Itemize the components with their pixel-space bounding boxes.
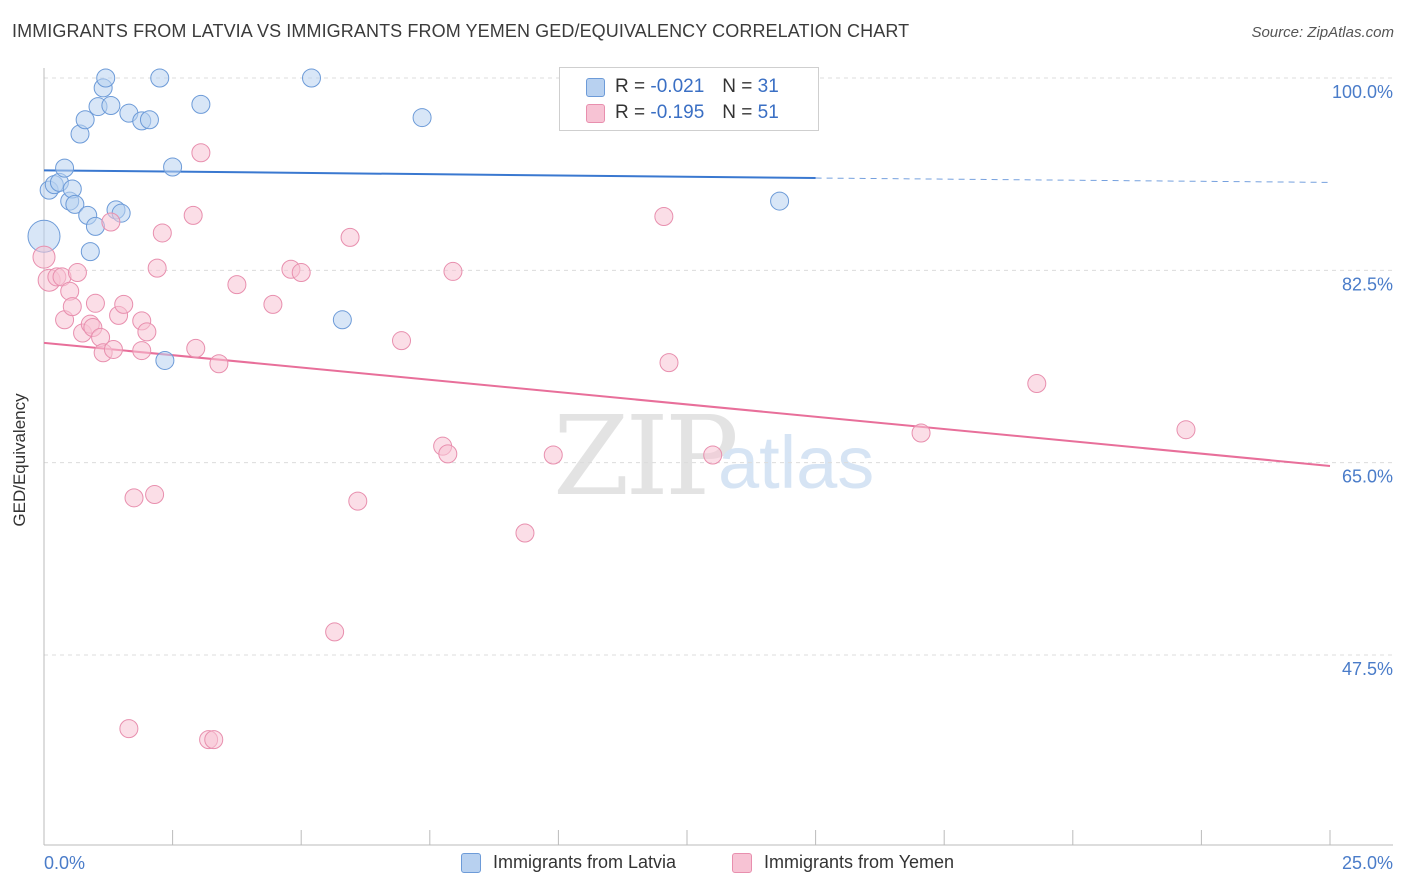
yemen-point	[291, 263, 311, 283]
latvia-point	[332, 310, 352, 330]
bottom-yemen-swatch	[732, 852, 752, 873]
bottom-latvia-label: Immigrants from Latvia	[493, 852, 677, 872]
latvia-point	[770, 191, 790, 211]
yemen-point	[227, 275, 247, 295]
yemen-point	[137, 322, 157, 342]
yemen-point	[1176, 420, 1196, 440]
latvia-r-label: R =	[615, 76, 646, 97]
latvia-r-value: -0.021	[650, 76, 705, 97]
latvia-point	[65, 194, 85, 214]
yemen-point	[183, 205, 203, 225]
latvia-point	[96, 68, 116, 88]
yemen-point	[119, 719, 139, 739]
yemen-point	[443, 261, 463, 281]
yemen-point	[392, 331, 412, 351]
yemen-point	[124, 488, 144, 508]
legend-row-latvia: R = -0.021 N = 31	[586, 75, 779, 99]
yemen-point	[103, 339, 123, 359]
yemen-swatch	[586, 103, 605, 123]
yemen-point	[659, 353, 679, 373]
y-tick-label: 65.0%	[1342, 467, 1393, 487]
legend-row-yemen: R = -0.195 N = 51	[586, 101, 779, 125]
yemen-point	[32, 245, 56, 269]
source-label: Source: ZipAtlas.com	[1251, 24, 1394, 41]
latvia-point	[155, 350, 175, 370]
latvia-point	[101, 95, 121, 115]
yemen-point	[703, 445, 723, 465]
latvia-n-value: 31	[757, 76, 779, 97]
yemen-point	[263, 294, 283, 314]
yemen-point	[62, 297, 82, 317]
yemen-point	[340, 227, 360, 247]
yemen-point	[438, 444, 458, 464]
data-points	[27, 68, 1196, 750]
gridlines	[44, 77, 1393, 656]
latvia-n-label: N =	[722, 76, 753, 97]
yemen-point	[152, 223, 172, 243]
yemen-point	[325, 622, 345, 642]
yemen-point	[132, 341, 152, 361]
x-tick-label-min: 0.0%	[44, 853, 85, 873]
yemen-point	[911, 423, 931, 443]
latvia-point	[55, 158, 75, 178]
yemen-point	[147, 258, 167, 278]
latvia-trend-extension	[815, 177, 1331, 183]
x-tick-label-max: 25.0%	[1342, 853, 1393, 873]
yemen-point	[654, 206, 674, 226]
tick-labels: 100.0% 82.5% 65.0% 47.5% 0.0% 25.0%	[44, 82, 1393, 873]
yemen-point	[101, 212, 121, 232]
y-tick-label: 100.0%	[1332, 82, 1393, 102]
latvia-point	[150, 68, 170, 88]
y-tick-label: 82.5%	[1342, 274, 1393, 294]
latvia-point	[75, 110, 95, 130]
yemen-n-label: N =	[722, 102, 753, 123]
yemen-r-value: -0.195	[650, 102, 705, 123]
bottom-yemen-label: Immigrants from Yemen	[764, 852, 955, 872]
yemen-point	[543, 445, 563, 465]
yemen-point	[1027, 374, 1047, 394]
yemen-n-value: 51	[757, 102, 779, 123]
bottom-latvia-swatch	[461, 852, 481, 873]
latvia-point	[301, 68, 321, 88]
bottom-legend-latvia: Immigrants from Latvia	[461, 852, 676, 873]
latvia-point	[412, 108, 432, 128]
trend-lines	[43, 169, 1331, 467]
yemen-point	[191, 143, 211, 163]
yemen-point	[209, 354, 229, 374]
yemen-point	[145, 485, 165, 505]
yemen-point	[67, 263, 87, 283]
yemen-point	[186, 338, 206, 358]
latvia-point	[191, 94, 211, 114]
yemen-point	[348, 491, 368, 511]
yemen-point	[85, 293, 105, 313]
yemen-point	[515, 523, 535, 543]
latvia-swatch	[586, 77, 605, 97]
yemen-point	[114, 294, 134, 314]
latvia-point	[139, 110, 159, 130]
yemen-trend-line	[43, 341, 1331, 467]
latvia-trend-line	[43, 169, 816, 180]
chart-title: IMMIGRANTS FROM LATVIA VS IMMIGRANTS FRO…	[12, 21, 910, 41]
yemen-point	[204, 730, 224, 750]
latvia-point	[80, 242, 100, 262]
yemen-r-label: R =	[615, 102, 646, 123]
correlation-legend: R = -0.021 N = 31 R = -0.195 N = 51	[559, 67, 819, 131]
y-tick-label: 47.5%	[1342, 659, 1393, 679]
bottom-legend-yemen: Immigrants from Yemen	[732, 852, 954, 873]
latvia-point	[163, 157, 183, 177]
